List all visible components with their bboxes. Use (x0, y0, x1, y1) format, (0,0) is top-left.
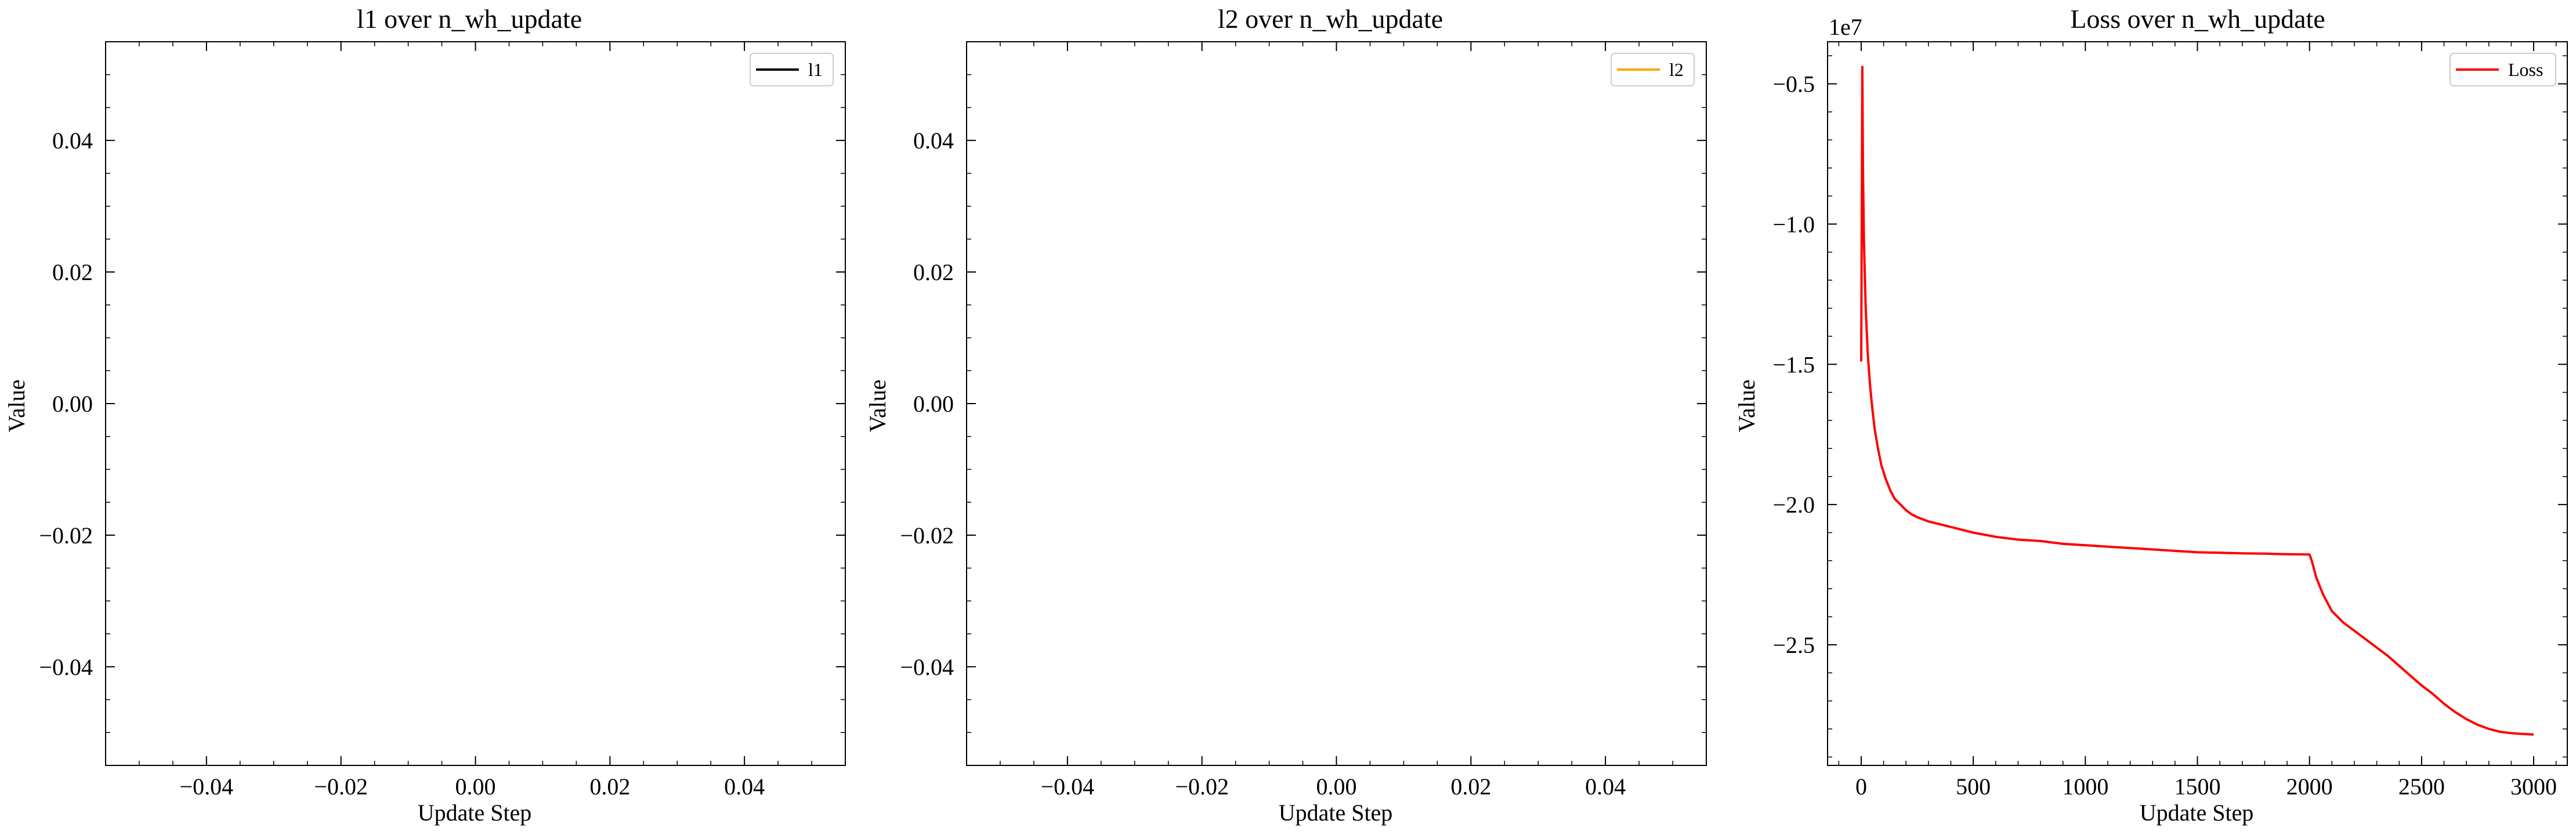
panel-l2-x-tick-label: 0.00 (1316, 774, 1357, 800)
panel-loss-x-tick-label: 0 (1855, 774, 1867, 800)
panel-loss-y-tick-label: −2.5 (1772, 632, 1815, 658)
panel-loss-series-line (1860, 66, 2534, 736)
panel-l2-legend-label: l2 (1669, 59, 1684, 80)
panel-l2-y-tick-label: −0.04 (900, 654, 954, 680)
panel-l2-xlabel: Update Step (1279, 800, 1393, 826)
panel-loss-legend-label: Loss (2508, 59, 2543, 80)
panel-l2-tick-labels: −0.04 −0.02 0.00 0.02 0.04 −0.04 −0.02 0.00 0.02… (900, 128, 1626, 800)
panel-l1-ticks (105, 41, 846, 766)
panel-l1-axes-frame (105, 41, 846, 766)
panel-l2-y-tick-label: 0.02 (913, 259, 954, 285)
panel-l1-ylabel: Value (3, 379, 30, 432)
panel-loss-x-tick-label: 2000 (2286, 774, 2333, 800)
panel-loss-legend: Loss (2450, 53, 2556, 86)
panel-l1-y-tick-label: 0.04 (52, 128, 93, 154)
panel-l1-x-tick-label: −0.04 (180, 774, 234, 800)
panel-loss-tick-labels: 0 500 1000 1500 2000 2500 3000 −2.5 −2.0 −1.5 −1.0… (1772, 71, 2557, 800)
panel-l2: l2 over n_wh_update Value Update Step −0… (864, 4, 1707, 826)
panel-l2-ticks (966, 41, 1707, 766)
panel-loss-offset-label: 1e7 (1829, 14, 1862, 40)
panel-l1-legend-label: l1 (808, 59, 823, 80)
panel-l1-tick-labels: −0.04 −0.02 0.00 0.02 0.04 −0.04 −0.02 0.00 0.02… (39, 128, 765, 800)
panel-l2-x-tick-label: −0.02 (1175, 774, 1229, 800)
panel-l1-x-tick-label: 0.00 (455, 774, 496, 800)
panel-loss-y-tick-label: −0.5 (1772, 71, 1815, 97)
panel-l2-legend: l2 (1611, 53, 1695, 86)
panel-l2-y-tick-label: −0.02 (900, 522, 954, 549)
panel-l2-x-tick-label: 0.02 (1450, 774, 1491, 800)
panel-l1-y-tick-label: −0.02 (39, 522, 93, 549)
panel-l1-y-tick-label: −0.04 (39, 654, 93, 680)
panel-l1-x-tick-label: 0.02 (589, 774, 630, 800)
panel-loss-y-tick-label: −2.0 (1772, 492, 1815, 518)
panel-loss-axes-frame (1827, 41, 2568, 766)
panel-l2-y-tick-label: 0.00 (913, 391, 954, 417)
panel-l1-legend: l1 (750, 53, 834, 86)
panel-loss-x-tick-label: 1000 (2062, 774, 2108, 800)
panel-loss-y-tick-label: −1.0 (1772, 211, 1815, 237)
panel-loss: Loss over n_wh_update 1e7 Value Update S… (1734, 4, 2568, 826)
panel-loss-ticks (1828, 42, 2567, 765)
panel-l2-x-tick-label: −0.04 (1041, 774, 1095, 800)
panel-loss-x-tick-label: 3000 (2510, 774, 2557, 800)
panel-l1: l1 over n_wh_update Value Update Step −0… (3, 4, 846, 826)
panel-loss-xlabel: Update Step (2140, 800, 2254, 826)
panel-l2-title: l2 over n_wh_update (1218, 4, 1443, 34)
panel-l1-y-tick-label: 0.02 (52, 259, 93, 285)
panel-l1-xlabel: Update Step (418, 800, 532, 826)
panel-loss-legend-box (2450, 53, 2556, 86)
panel-l2-ylabel: Value (864, 379, 891, 432)
panel-loss-x-tick-label: 500 (1956, 774, 1991, 800)
panel-loss-title: Loss over n_wh_update (2070, 4, 2325, 34)
panel-loss-ylabel: Value (1734, 379, 1760, 432)
panel-loss-y-tick-label: −1.5 (1772, 351, 1815, 377)
panel-l1-title: l1 over n_wh_update (357, 4, 582, 34)
panel-loss-x-tick-label: 2500 (2398, 774, 2445, 800)
panel-loss-plot (1860, 66, 2534, 736)
panel-l2-x-tick-label: 0.04 (1585, 774, 1626, 800)
panel-l1-x-tick-label: 0.04 (724, 774, 765, 800)
panel-l1-y-tick-label: 0.00 (52, 391, 93, 417)
panel-l2-y-tick-label: 0.04 (913, 128, 954, 154)
panel-l1-x-tick-label: −0.02 (314, 774, 368, 800)
panel-loss-x-tick-label: 1500 (2175, 774, 2221, 800)
panel-l2-axes-frame (966, 41, 1707, 766)
